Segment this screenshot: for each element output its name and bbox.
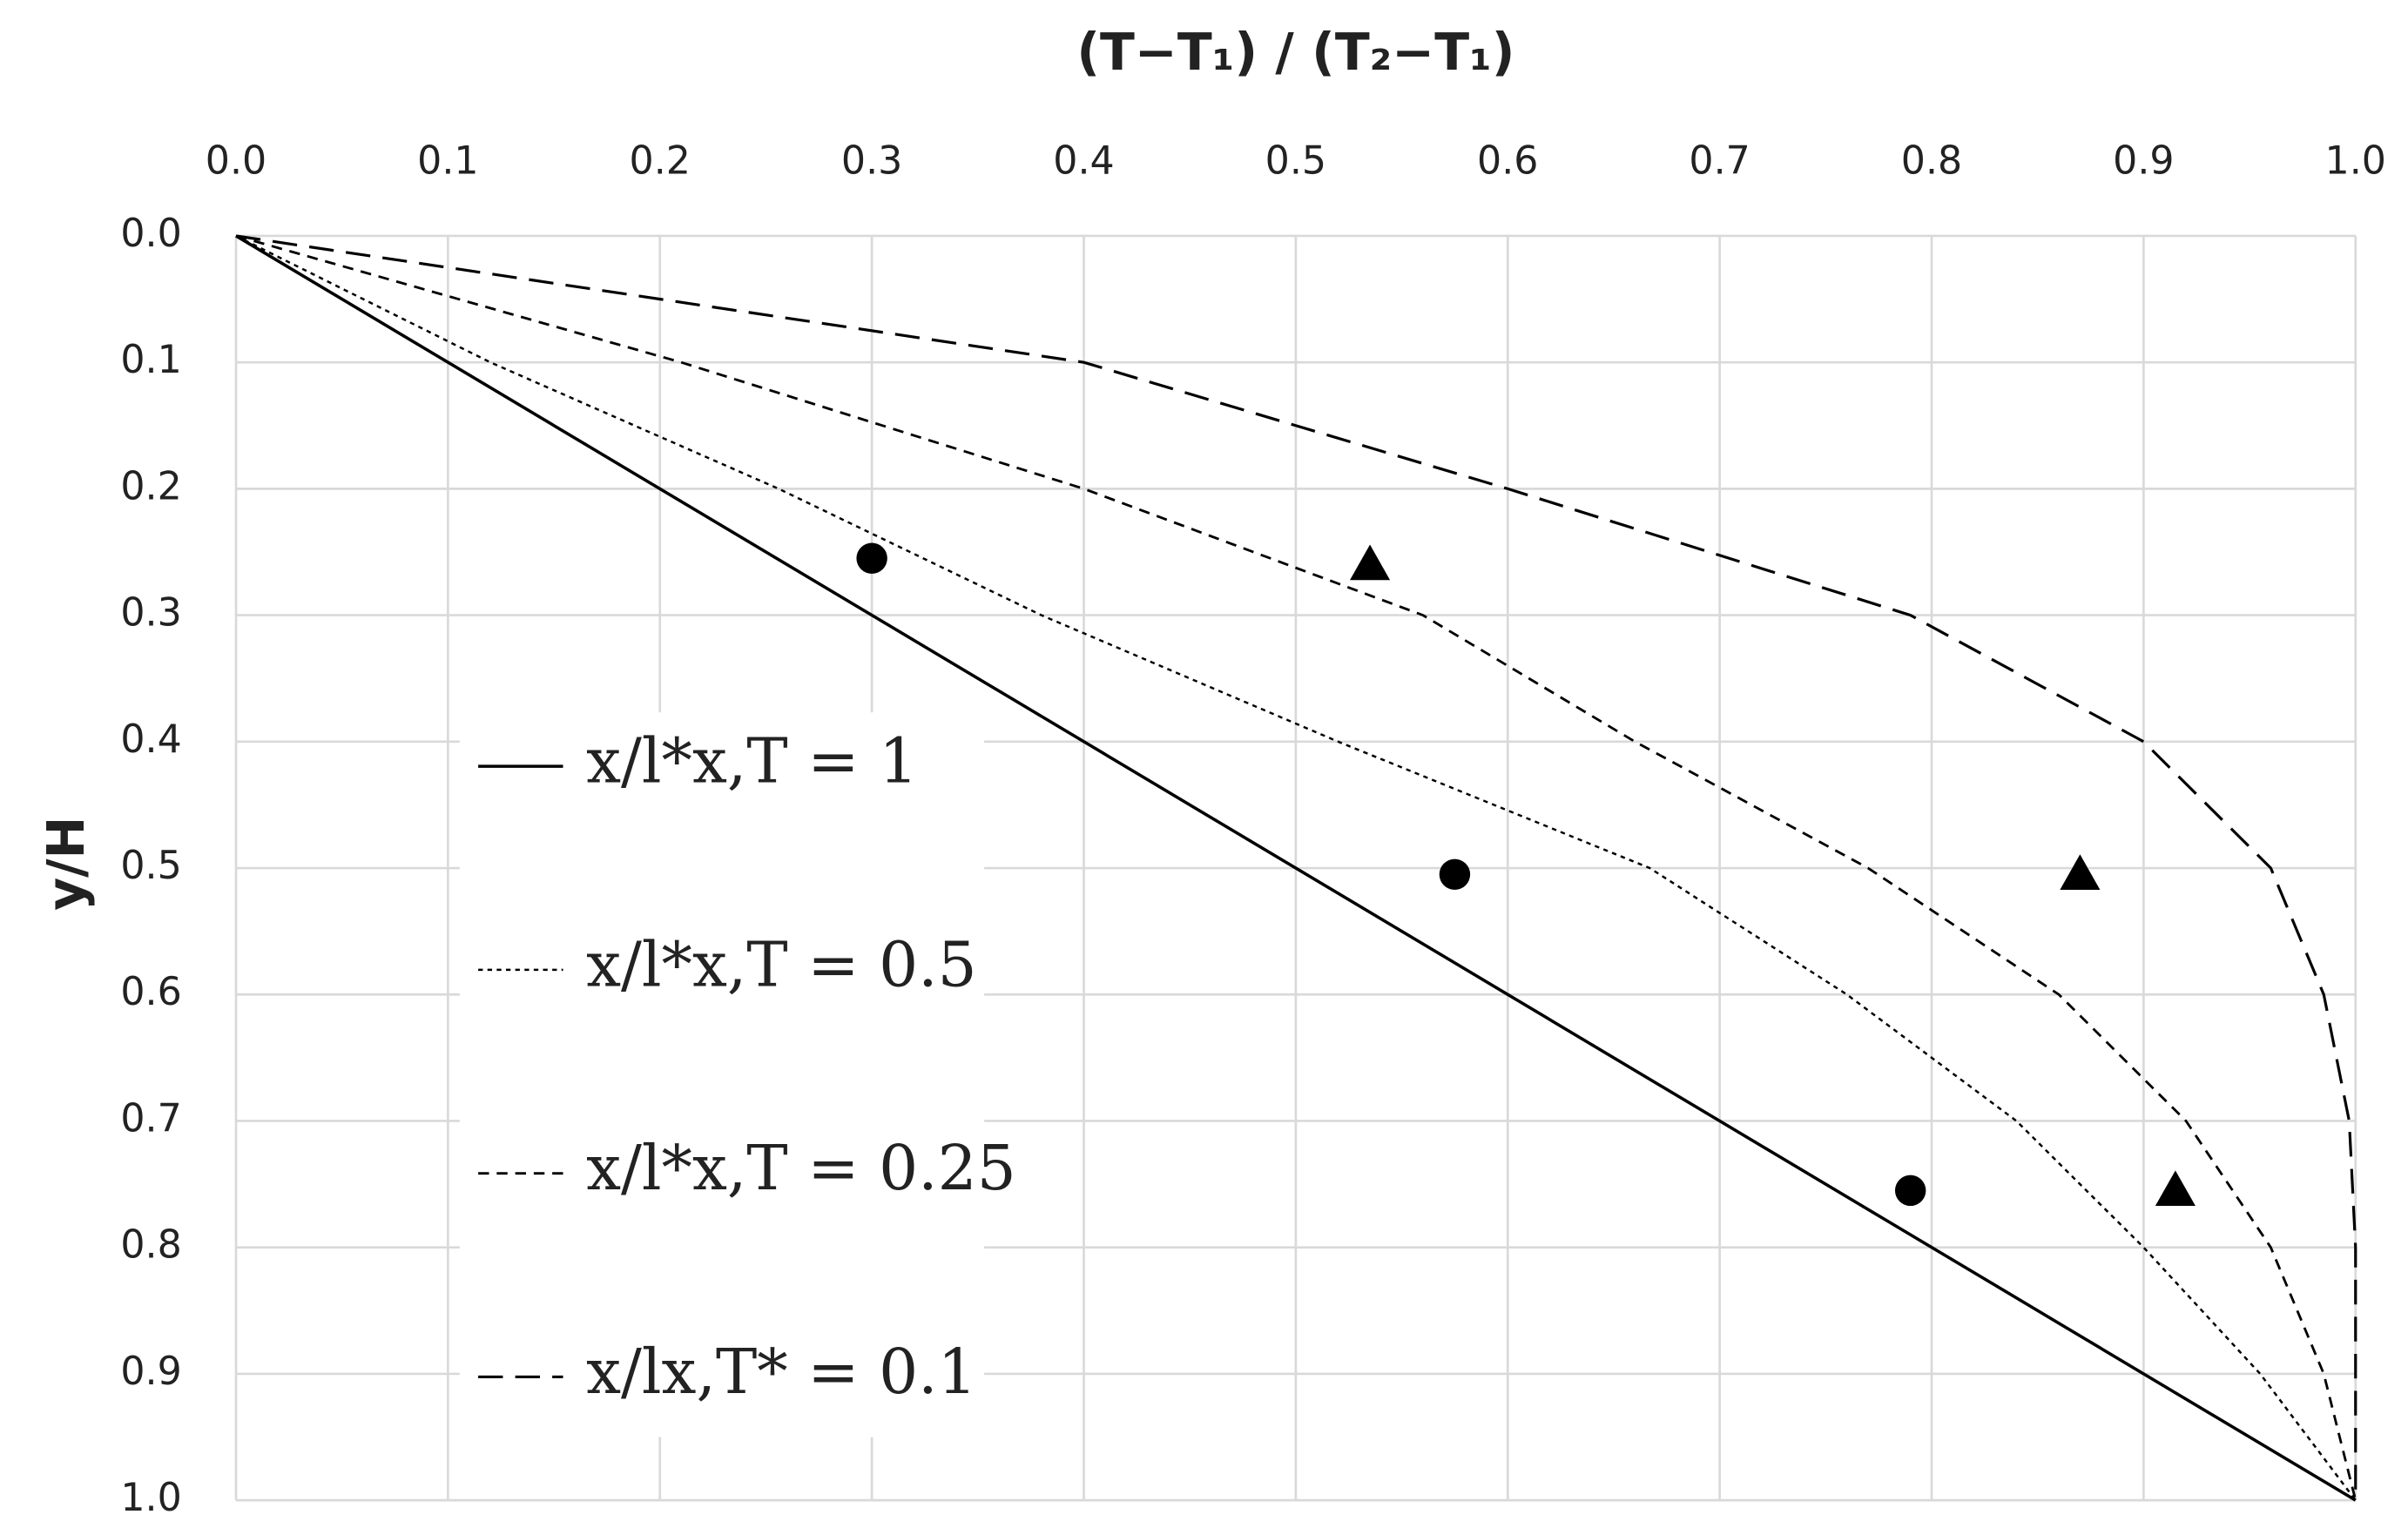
- marker-circle: [1439, 858, 1471, 891]
- y-tick-label: 0.0: [120, 212, 181, 256]
- x-tick-label: 0.9: [2113, 139, 2174, 184]
- x-tick-label: 0.6: [1477, 139, 1538, 184]
- series-line: [235, 234, 2357, 1502]
- marker-triangle: [2155, 1170, 2196, 1207]
- x-tick-label: 0.0: [206, 139, 266, 184]
- x-tick-label: 0.7: [1689, 139, 1750, 184]
- y-tick-label: 0.9: [120, 1350, 181, 1394]
- y-tick-label: 0.7: [120, 1096, 181, 1141]
- marker-circle: [1894, 1175, 1926, 1207]
- marker-circle: [856, 542, 887, 574]
- x-tick-label: 0.1: [417, 139, 478, 184]
- x-tick-label: 1.0: [2325, 139, 2386, 184]
- x-tick-label: 0.8: [1901, 139, 1962, 184]
- y-tick-label: 0.3: [120, 591, 181, 636]
- x-tick-label: 0.5: [1265, 139, 1326, 184]
- y-tick-label: 0.6: [120, 970, 181, 1014]
- legend: x/l*x,T = 1 x/l*x,T = 0.5 x/l*x,T = 0.25 x/…: [478, 725, 1016, 1408]
- series-line: [235, 234, 2357, 1501]
- series-line: [235, 234, 2357, 1501]
- legend-label: x/l*x,T = 0.5: [586, 928, 977, 1000]
- y-axis-title: y/H: [37, 817, 96, 911]
- y-tick-label: 1.0: [120, 1476, 181, 1520]
- legend-box: [459, 712, 985, 1437]
- x-tick-label: 0.3: [841, 139, 902, 184]
- series-line: [235, 234, 2357, 1501]
- y-tick-label: 0.4: [120, 717, 181, 762]
- x-tick-label: 0.2: [630, 139, 691, 184]
- legend-label: x/l*x,T = 1: [586, 725, 918, 798]
- x-tick-label: 0.4: [1053, 139, 1114, 184]
- y-tick-label: 0.8: [120, 1223, 181, 1268]
- y-tick-label: 0.2: [120, 464, 181, 508]
- legend-label: x/lx,T* = 0.1: [586, 1336, 977, 1408]
- marker-triangle: [2060, 854, 2101, 891]
- x-axis-title: (T−T₁) / (T₂−T₁): [1076, 23, 1514, 82]
- plot: [235, 234, 2357, 1502]
- legend-label: x/l*x,T = 0.25: [586, 1132, 1016, 1204]
- marker-triangle: [1350, 544, 1391, 581]
- y-tick-label: 0.5: [120, 844, 181, 888]
- y-tick-label: 0.1: [120, 338, 181, 382]
